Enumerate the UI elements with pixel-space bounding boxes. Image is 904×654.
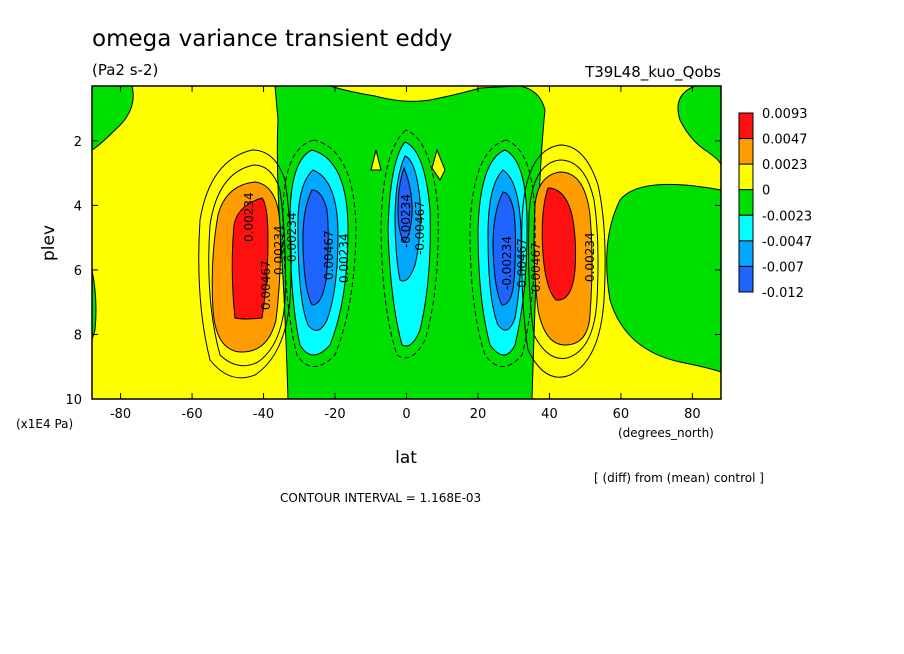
colorbar-swatch: [738, 138, 754, 165]
fill-red-sh: [231, 197, 269, 320]
contour-label: -0.00467: [515, 238, 529, 292]
colorbar-label: -0.0023: [762, 209, 812, 224]
colorbar-label: 0: [762, 184, 770, 199]
colorbar-swatch: [738, 214, 754, 242]
run-label: T39L48_kuo_Qobs: [584, 63, 721, 82]
colorbar-swatch: [738, 112, 754, 140]
y-tick-label: 2: [74, 135, 82, 150]
contour-label: 0.00234: [337, 233, 351, 283]
contour-dashed-sh: [282, 139, 357, 367]
y-tick-label: 10: [65, 393, 82, 408]
colorbar-label: -0.007: [762, 260, 804, 275]
colorbar-label: -0.012: [762, 286, 804, 301]
footer-note: [ (diff) from (mean) control ]: [594, 471, 764, 485]
x-units-label: (degrees_north): [618, 426, 714, 440]
x-tick-label: 0: [402, 407, 410, 422]
y-axis-title: plev: [39, 225, 59, 261]
contour-line-sh-outer: [198, 149, 292, 379]
x-tick-label: 20: [470, 407, 487, 422]
contour-interval-note: CONTOUR INTERVAL = 1.168E-03: [280, 491, 481, 505]
colorbar-swatch: [738, 163, 754, 191]
colorbar-swatch: [738, 189, 754, 216]
colorbar-swatch: [738, 240, 754, 267]
y-tick-label: 6: [74, 264, 82, 279]
contour-label: 0.00467: [529, 242, 543, 292]
contour-label: -0.00234: [500, 236, 514, 290]
x-tick-label: -20: [324, 407, 345, 422]
fill-yellow-pocket-1: [370, 149, 382, 171]
fill-yellow-pocket-2: [431, 148, 446, 181]
fill-green-right-lower: [606, 183, 721, 373]
fill-red-nh: [541, 187, 577, 301]
colorbar-label: 0.0047: [762, 133, 808, 148]
colorbar: 0.0093 0.0047 0.0023 0 -0.0023 -0.0047 -0.007 -…: [738, 107, 812, 301]
x-tick-label: 80: [684, 407, 701, 422]
fill-green-right-edge: [677, 86, 721, 166]
y-tick-label: 4: [74, 199, 82, 214]
fill-green-left-edge: [92, 86, 134, 151]
x-tick-label: 60: [613, 407, 630, 422]
x-tick-label: -80: [110, 407, 131, 422]
contour-label: 0.00234: [242, 192, 256, 242]
y-units-label: (x1E4 Pa): [16, 417, 73, 431]
fill-blue-nh: [492, 191, 516, 306]
contour-label: 0.00234: [285, 212, 299, 262]
fill-blue-eq: [397, 166, 413, 243]
colorbar-swatch: [738, 265, 754, 293]
contour-dashed-nh: [469, 139, 536, 367]
contour-label: 0.00234: [272, 225, 286, 275]
chart-title: omega variance transient eddy: [92, 26, 453, 52]
contour-line-sh-mid: [208, 164, 286, 367]
x-axis-title: lat: [395, 448, 417, 468]
colorbar-label: 0.0023: [762, 158, 808, 173]
y-tick-label: 8: [74, 328, 82, 343]
fill-green-left-edge-2: [92, 269, 97, 341]
fill-blue-sh: [302, 189, 329, 306]
contour-label: -0.00234: [399, 194, 413, 248]
colorbar-label: 0.0093: [762, 107, 808, 122]
contour-label: -0.00467: [413, 201, 427, 255]
x-tick-label: 40: [541, 407, 558, 422]
contour-label: 0.00234: [583, 232, 597, 282]
x-tick-label: -40: [253, 407, 274, 422]
contour-field: 0.00467 0.00234 0.00467 0.00234 0.00234 …: [91, 85, 722, 400]
contour-label: 0.00467: [322, 230, 336, 280]
x-tick-label: -60: [181, 407, 202, 422]
contour-label: 0.00467: [259, 260, 273, 310]
contour-line-nh-mid: [528, 159, 599, 360]
colorbar-label: -0.0047: [762, 235, 812, 250]
y-axis: 2 4 6 8 10: [65, 135, 721, 408]
chart-units: (Pa2 s-2): [92, 61, 158, 79]
contour-line-nh-outer: [521, 144, 606, 378]
x-axis: -80 -60 -40 -20 0 20 40 60 80: [110, 86, 701, 422]
